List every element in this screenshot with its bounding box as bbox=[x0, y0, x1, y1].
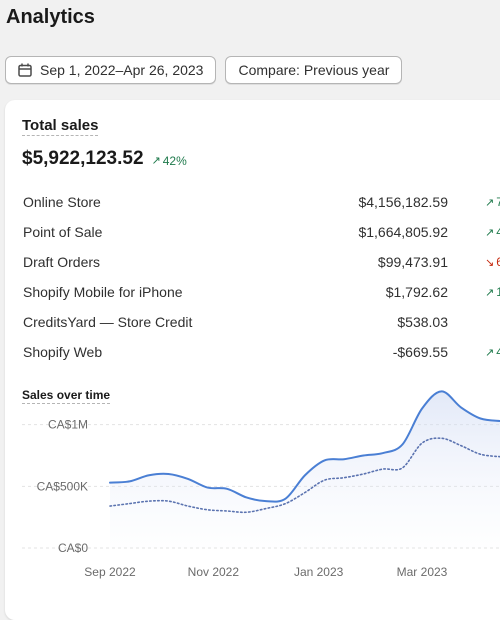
channel-value: $538.03 bbox=[397, 314, 448, 330]
compare-button[interactable]: Compare: Previous year bbox=[225, 56, 403, 84]
channel-value: $99,473.91 bbox=[377, 254, 448, 270]
channel-name: CreditsYard — Store Credit bbox=[23, 314, 193, 330]
arrow-up-icon: ↗ bbox=[485, 196, 495, 209]
channel-name: Online Store bbox=[23, 194, 101, 210]
channel-change: ↗178 bbox=[485, 285, 500, 299]
channel-name: Point of Sale bbox=[23, 224, 103, 240]
total-change-badge: ↗ 42% bbox=[152, 154, 187, 168]
channel-name: Shopify Mobile for iPhone bbox=[23, 284, 183, 300]
channel-name: Shopify Web bbox=[23, 344, 103, 360]
channel-row: Online Store $4,156,182.59 ↗79 bbox=[22, 188, 500, 218]
total-sales-value: $5,922,123.52 bbox=[22, 148, 144, 169]
x-tick-label: Sep 2022 bbox=[84, 565, 136, 579]
channel-value: $1,664,805.92 bbox=[358, 224, 448, 240]
total-change-value: 42% bbox=[162, 153, 187, 168]
channel-row: Shopify Web -$669.55 ↗46 bbox=[22, 338, 500, 368]
y-tick-label: CA$1M bbox=[48, 418, 88, 432]
arrow-up-icon: ↗ bbox=[485, 226, 495, 239]
channel-name: Draft Orders bbox=[23, 254, 101, 270]
channel-value: $4,156,182.59 bbox=[358, 194, 448, 210]
y-tick-label: CA$0 bbox=[58, 541, 88, 555]
channel-row: Shopify Mobile for iPhone $1,792.62 ↗178 bbox=[22, 278, 500, 308]
channel-change: ↗46 bbox=[485, 345, 500, 359]
series-area bbox=[110, 391, 500, 548]
calendar-icon bbox=[18, 63, 32, 77]
x-tick-label: Mar 2023 bbox=[397, 565, 448, 579]
chart-title[interactable]: Sales over time bbox=[22, 388, 111, 404]
channel-change: ↗ 4 bbox=[485, 225, 500, 239]
channel-list: Online Store $4,156,182.59 ↗79 Point of … bbox=[22, 188, 500, 368]
y-tick-label: CA$500K bbox=[37, 479, 88, 493]
channel-change: ↘62 bbox=[485, 255, 500, 269]
x-tick-label: Nov 2022 bbox=[188, 565, 240, 579]
arrow-down-icon: ↘ bbox=[485, 256, 495, 269]
channel-row: Draft Orders $99,473.91 ↘62 bbox=[22, 248, 500, 278]
total-row: $5,922,123.52 ↗ 42% bbox=[22, 148, 187, 170]
channel-change-value: 4 bbox=[496, 225, 500, 239]
channel-value: $1,792.62 bbox=[385, 284, 448, 300]
toolbar: Sep 1, 2022–Apr 26, 2023 Compare: Previo… bbox=[5, 56, 403, 84]
channel-change-value: 46 bbox=[496, 345, 500, 359]
x-tick-label: Jan 2023 bbox=[294, 565, 344, 579]
channel-change: ↗79 bbox=[485, 195, 500, 209]
arrow-up-icon: ↗ bbox=[151, 155, 161, 167]
channel-change-value: 62 bbox=[496, 255, 500, 269]
compare-label: Compare: Previous year bbox=[238, 62, 390, 78]
arrow-up-icon: ↗ bbox=[485, 346, 495, 359]
total-sales-card: Total sales $5,922,123.52 ↗ 42% Online S… bbox=[5, 100, 500, 620]
sales-over-time-chart: CA$0 CA$500K CA$1M Sep 2022 Nov 2022 Jan 2023… bbox=[22, 390, 500, 579]
channel-row: Point of Sale $1,664,805.92 ↗ 4 bbox=[22, 218, 500, 248]
card-title[interactable]: Total sales bbox=[22, 117, 99, 136]
arrow-up-icon: ↗ bbox=[485, 286, 495, 299]
date-range-button[interactable]: Sep 1, 2022–Apr 26, 2023 bbox=[5, 56, 217, 84]
channel-change-value: 79 bbox=[496, 195, 500, 209]
channel-row: CreditsYard — Store Credit $538.03 bbox=[22, 308, 500, 338]
current-series-line[interactable] bbox=[109, 390, 500, 503]
channel-value: -$669.55 bbox=[392, 344, 448, 360]
date-range-label: Sep 1, 2022–Apr 26, 2023 bbox=[40, 62, 204, 78]
channel-change-value: 178 bbox=[496, 285, 500, 299]
comparison-series-line[interactable] bbox=[109, 437, 500, 514]
page-title: Analytics bbox=[6, 6, 95, 28]
